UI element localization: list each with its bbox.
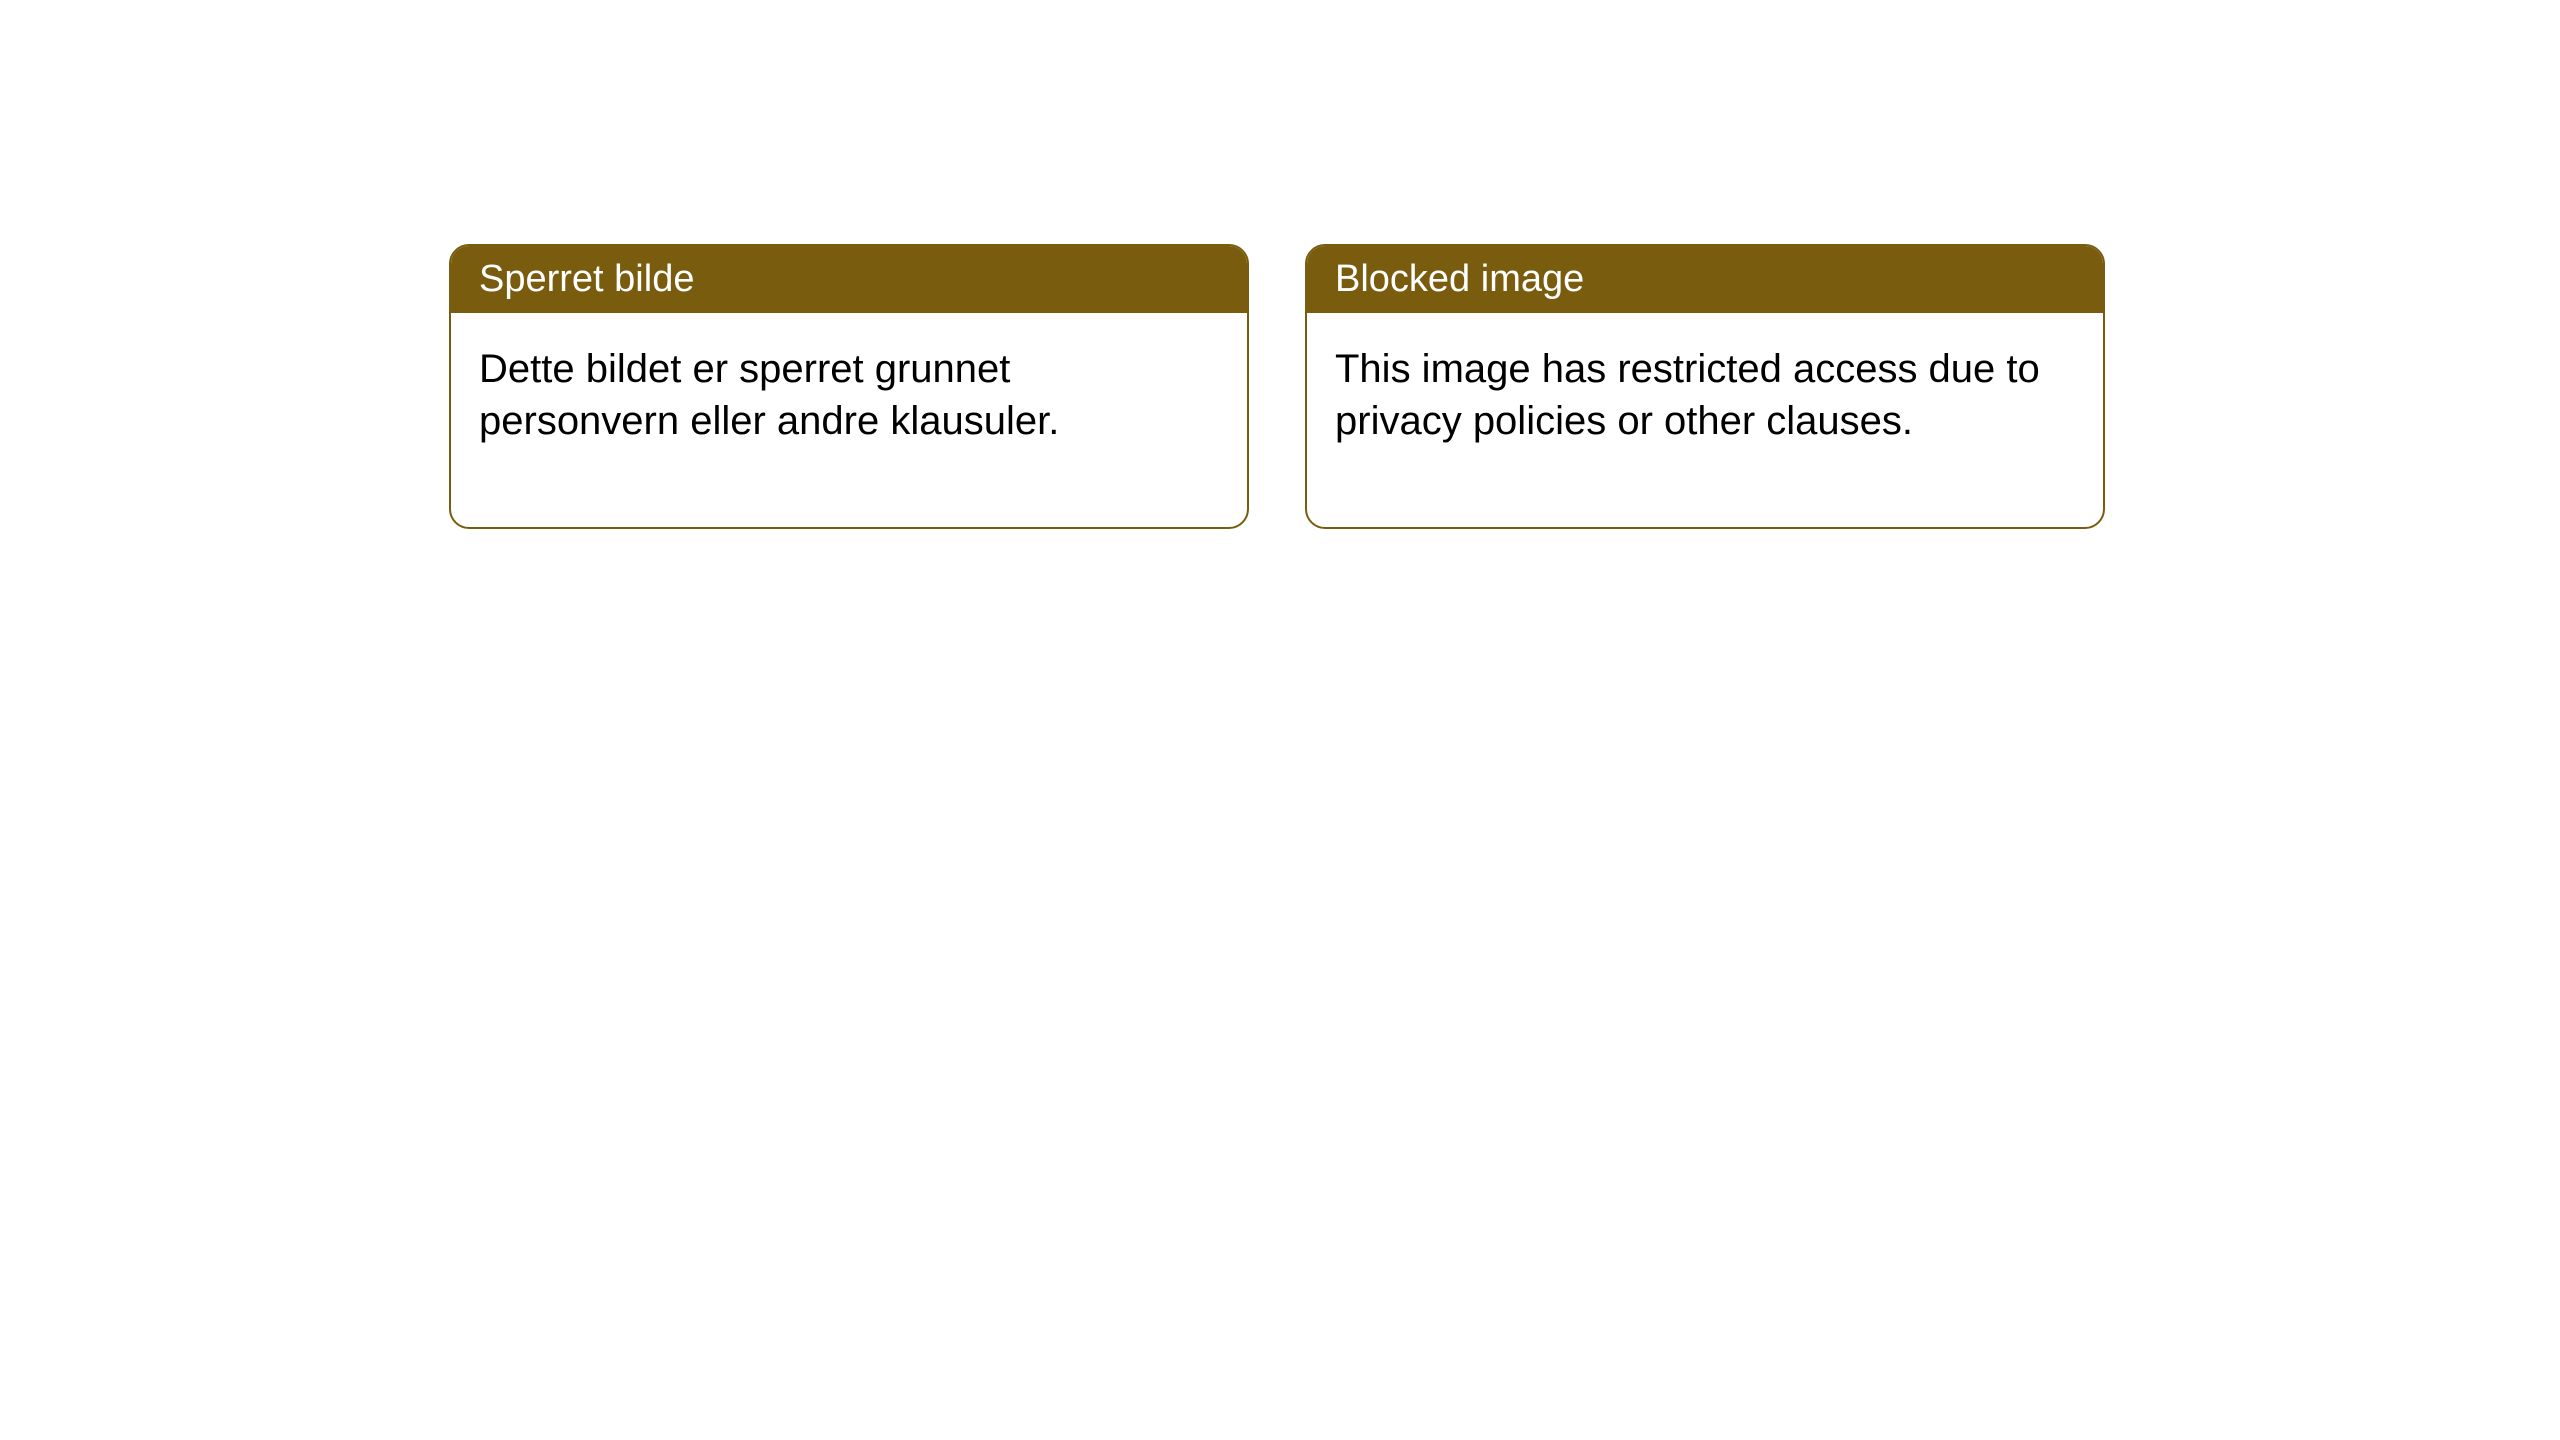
notice-card-norwegian: Sperret bilde Dette bildet er sperret gr… (449, 244, 1249, 529)
notice-card-english: Blocked image This image has restricted … (1305, 244, 2105, 529)
notice-body: Dette bildet er sperret grunnet personve… (451, 313, 1247, 527)
notice-body: This image has restricted access due to … (1307, 313, 2103, 527)
notice-header: Blocked image (1307, 246, 2103, 313)
notice-header: Sperret bilde (451, 246, 1247, 313)
notice-container: Sperret bilde Dette bildet er sperret gr… (449, 244, 2105, 529)
